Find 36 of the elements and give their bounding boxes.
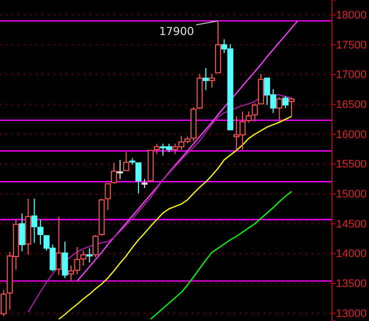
annotation: 17900: [159, 24, 194, 38]
y-tick-label: 13500: [336, 278, 367, 290]
y-tick-label: 14500: [336, 218, 367, 230]
candlestick: [202, 68, 209, 91]
candlestick: [19, 213, 26, 252]
candlestick: [252, 102, 258, 122]
candlestick: [104, 182, 111, 211]
candlestick: [288, 98, 295, 117]
y-tick-label: 16000: [336, 128, 367, 141]
candlestick: [208, 73, 215, 88]
y-tick-label: 13000: [336, 308, 367, 320]
y-tick-label: 17500: [336, 39, 367, 52]
y-tick-label: 14000: [336, 248, 367, 260]
candlestick: [56, 216, 62, 276]
candlestick: [0, 289, 7, 317]
line-series: [58, 116, 292, 320]
line-series: [76, 20, 298, 282]
candlestick: [31, 198, 38, 244]
candlestick: [246, 111, 252, 124]
candlestick: [37, 219, 44, 246]
y-tick-label: 18000: [336, 9, 367, 22]
candlestick: [135, 162, 142, 194]
candlestick: [117, 159, 124, 180]
candlestick: [110, 162, 117, 184]
candlestick: [276, 96, 282, 122]
candlestick: [62, 241, 68, 279]
candlestick: [154, 143, 160, 154]
line-series: [150, 190, 292, 320]
y-tick-label: 17000: [336, 69, 367, 82]
y-tick-label: 16500: [336, 98, 367, 111]
candlestick: [123, 152, 130, 172]
candlestick: [92, 234, 99, 258]
y-tick-label: 15000: [336, 188, 367, 200]
y-tick-label: 15500: [336, 158, 367, 171]
candlestick: [282, 95, 288, 108]
candlestick: [86, 248, 92, 264]
